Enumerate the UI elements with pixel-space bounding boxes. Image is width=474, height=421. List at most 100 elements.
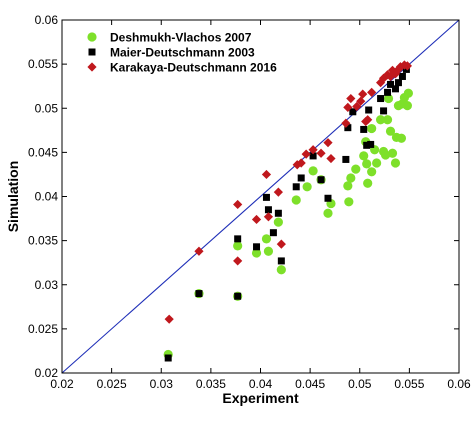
data-point-diamond — [385, 71, 396, 82]
data-point-circle — [346, 173, 356, 183]
data-point-diamond — [233, 256, 243, 266]
y-tick-label: 0.055 — [28, 57, 58, 71]
data-point-square — [342, 155, 350, 163]
legend-marker-square — [88, 48, 96, 56]
data-point-diamond — [233, 199, 243, 210]
data-point-square — [360, 125, 368, 133]
data-point-diamond — [308, 145, 318, 155]
data-point-square — [292, 183, 300, 191]
data-point-square — [317, 176, 325, 184]
data-point-square — [367, 140, 375, 148]
data-point-square — [349, 108, 357, 116]
data-point-diamond — [251, 214, 262, 225]
x-tick-label: 0.035 — [196, 377, 226, 391]
x-tick-label: 0.03 — [150, 377, 174, 391]
y-tick-label: 0.035 — [28, 234, 58, 248]
data-point-diamond — [356, 96, 366, 106]
series-diamond — [164, 60, 412, 324]
data-point-circle — [390, 158, 401, 168]
data-point-diamond — [393, 64, 404, 75]
data-point-circle — [385, 126, 396, 136]
x-axis-title: Experiment — [222, 390, 299, 406]
data-point-diamond — [292, 160, 302, 170]
y-tick-label: 0.02 — [35, 366, 59, 380]
y-tick-label: 0.04 — [35, 190, 59, 204]
data-point-circle — [403, 88, 413, 98]
data-point-square — [195, 290, 203, 298]
legend-label: Deshmukh-Vlachos 2007 — [110, 31, 252, 45]
data-point-circle — [323, 208, 333, 218]
data-point-square — [234, 235, 242, 243]
data-point-circle — [367, 167, 377, 177]
data-point-diamond — [194, 246, 204, 256]
data-point-square — [384, 88, 392, 96]
data-point-diamond — [276, 239, 286, 249]
data-point-diamond — [346, 93, 356, 104]
data-point-square — [269, 229, 277, 237]
data-point-square — [164, 354, 172, 362]
axis-ticks-layer: 0.02 0.025 0.03 0.035 0.04 0.045 0.05 0.055 0.06… — [28, 13, 471, 391]
data-point-diamond — [343, 102, 353, 112]
data-point-square — [387, 80, 395, 88]
data-point-square — [277, 257, 285, 265]
x-tick-label: 0.04 — [249, 377, 273, 391]
data-point-diamond — [382, 70, 393, 80]
data-point-square — [380, 107, 388, 115]
data-point-diamond — [164, 314, 174, 324]
data-point-circle — [367, 123, 377, 134]
reference-line — [61, 19, 460, 374]
data-point-square — [398, 72, 406, 80]
data-point-diamond — [352, 101, 362, 112]
data-point-circle — [383, 93, 394, 104]
y-tick-label: 0.06 — [35, 13, 59, 27]
data-point-diamond — [273, 187, 283, 197]
y-axis-title: Simulation — [5, 161, 21, 233]
y-tick-label: 0.05 — [35, 101, 59, 115]
legend-label: Karakaya-Deutschmann 2016 — [110, 61, 277, 75]
y-tick-label: 0.045 — [28, 145, 58, 159]
data-point-circle — [344, 197, 354, 207]
data-point-circle — [375, 115, 386, 125]
data-point-square — [309, 152, 317, 160]
data-point-square — [253, 243, 261, 251]
data-point-circle — [263, 246, 274, 256]
series-square — [164, 65, 410, 362]
y-tick-label: 0.025 — [28, 322, 58, 336]
data-point-square — [365, 106, 373, 114]
data-point-diamond — [341, 118, 351, 128]
data-point-circle — [380, 150, 391, 160]
data-point-square — [234, 292, 242, 300]
x-tick-label: 0.06 — [447, 377, 471, 391]
data-point-diamond — [402, 61, 412, 71]
data-point-diamond — [316, 148, 326, 158]
data-point-square — [394, 79, 402, 87]
x-tick-label: 0.02 — [50, 377, 74, 391]
data-point-square — [262, 193, 270, 201]
data-point-diamond — [296, 158, 306, 168]
data-point-square — [377, 95, 385, 103]
data-point-circle — [343, 181, 353, 191]
data-point-diamond — [326, 153, 336, 164]
data-point-diamond — [363, 115, 373, 125]
legend-marker-circle — [87, 32, 97, 42]
series-circle — [163, 88, 413, 360]
data-point-square — [363, 141, 371, 149]
y-tick-label: 0.03 — [35, 278, 59, 292]
data-point-diamond — [263, 212, 274, 222]
data-point-square — [264, 206, 272, 214]
data-point-circle — [308, 166, 318, 176]
data-point-diamond — [367, 87, 377, 97]
data-point-square — [391, 85, 399, 93]
x-tick-label: 0.025 — [97, 377, 127, 391]
data-point-circle — [291, 195, 301, 205]
data-point-circle — [261, 234, 272, 244]
data-point-circle — [351, 164, 361, 174]
reference-line-layer — [61, 19, 460, 374]
data-point-square — [324, 194, 332, 202]
data-point-diamond — [301, 149, 311, 159]
data-point-diamond — [358, 89, 368, 99]
data-point-square — [297, 174, 305, 182]
x-tick-label: 0.045 — [295, 377, 325, 391]
legend-marker-diamond — [87, 62, 97, 72]
